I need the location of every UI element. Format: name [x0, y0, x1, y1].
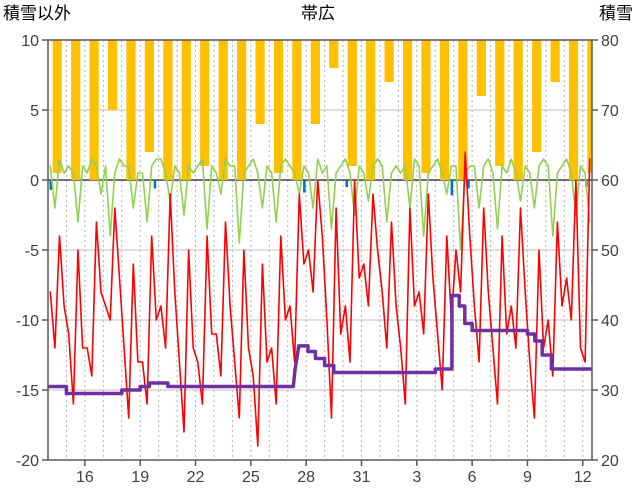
chart-title: 帯広: [301, 4, 335, 23]
right-axis-label: 50: [601, 243, 619, 260]
x-axis-label: 3: [412, 469, 421, 486]
series-snow-depth-line: [48, 293, 592, 396]
precip-tick: [345, 180, 348, 187]
right-axis-label: 60: [601, 173, 619, 190]
sunshine-bar: [107, 40, 118, 110]
left-axis-title: 積雪以外: [3, 4, 71, 23]
sunshine-bar: [255, 40, 265, 124]
sunshine-bar: [52, 40, 62, 173]
left-axis-labels: 10 5 0 -5 -10 -15 -20: [16, 33, 39, 470]
sunshine-bar: [421, 40, 431, 173]
left-axis-label: 0: [30, 173, 39, 190]
right-axis-labels: 80 70 60 50 40 30 20: [601, 33, 619, 470]
sunshine-bar: [163, 40, 173, 180]
x-axis-label: 16: [76, 469, 94, 486]
sunshine-bar: [237, 40, 247, 180]
right-axis-label: 80: [601, 33, 619, 50]
x-axis-labels: 16 19 22 25 28 31 3 6 9 12: [76, 469, 592, 486]
sunshine-bar: [347, 40, 357, 166]
x-axis-label: 31: [353, 469, 371, 486]
left-axis-label: 5: [30, 103, 39, 120]
x-axis-label: 19: [131, 469, 149, 486]
sunshine-bar: [550, 40, 560, 82]
precip-tick: [450, 180, 454, 196]
sunshine-bar: [310, 40, 320, 124]
precip-tick: [49, 180, 52, 190]
sunshine-bar: [403, 40, 413, 180]
sunshine-bar: [218, 40, 228, 180]
x-axis-label: 22: [187, 469, 205, 486]
left-axis-label: -10: [16, 313, 39, 330]
sunshine-bar: [532, 40, 542, 152]
precip-tick: [467, 180, 470, 189]
sunshine-bar: [476, 40, 486, 96]
right-axis-label: 20: [601, 453, 619, 470]
sunshine-bar: [181, 40, 191, 180]
x-axis-label: 28: [297, 469, 315, 486]
right-axis-label: 40: [601, 313, 619, 330]
sunshine-bar: [495, 40, 505, 166]
left-axis-label: -5: [25, 243, 39, 260]
series-sunshine-bars: [52, 40, 592, 180]
sunshine-bar: [292, 40, 302, 180]
series-temperature-line: [49, 151, 591, 447]
precip-tick: [303, 180, 306, 193]
sunshine-bar: [329, 40, 339, 68]
sunshine-bar: [273, 40, 284, 173]
right-axis-title: 積雪: [599, 4, 633, 23]
sunshine-bar: [200, 40, 210, 166]
sunshine-bar: [458, 40, 468, 180]
x-axis-label: 12: [574, 469, 592, 486]
sunshine-bar: [384, 40, 394, 82]
x-axis-label: 25: [242, 469, 260, 486]
sunshine-bar: [366, 40, 376, 180]
right-axis-label: 70: [601, 103, 619, 120]
sunshine-bar: [439, 40, 450, 180]
left-axis-label: -15: [16, 383, 39, 400]
series-green-line: [49, 158, 591, 251]
plot-border-and-ticks: [42, 39, 598, 466]
x-axis-label: 6: [468, 469, 477, 486]
left-axis-label: 10: [21, 33, 39, 50]
left-axis-label: -20: [16, 453, 39, 470]
sunshine-bar: [568, 40, 579, 180]
x-axis-label: 9: [523, 469, 532, 486]
sunshine-bar: [513, 40, 523, 180]
sunshine-bar: [144, 40, 154, 152]
sunshine-bar: [89, 40, 99, 180]
sunshine-bar: [126, 40, 136, 180]
sunshine-bar: [71, 40, 81, 180]
sunshine-bar: [587, 40, 592, 173]
right-axis-label: 30: [601, 383, 619, 400]
precip-tick: [153, 180, 157, 189]
